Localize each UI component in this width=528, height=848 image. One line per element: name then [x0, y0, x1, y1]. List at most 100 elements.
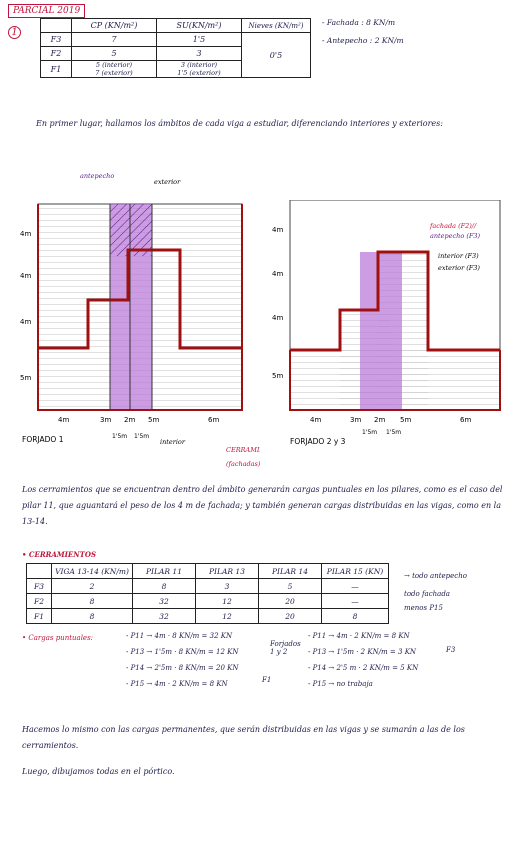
- forjados-tag: Forjados 1 y 2: [270, 640, 301, 656]
- table-header: PILAR 15 (KN): [321, 563, 389, 579]
- row-name: F1: [26, 608, 52, 624]
- exterior-label: exterior (F3): [438, 264, 480, 272]
- antepecho-label: antepecho: [80, 172, 114, 180]
- width-label: 5m: [148, 416, 159, 424]
- cell: 2: [51, 578, 133, 594]
- sub-width-label: 1'5m: [134, 433, 149, 440]
- list-item: - P14 → 2'5m · 8 KN/m = 20 KN: [126, 664, 239, 672]
- sub-width-label: 1'5m: [386, 429, 401, 436]
- forjado-2-3-diagram: 4m 4m 4m 5m 4m 3m 2m 5m 6m 1'5m 1'5m fac…: [272, 200, 501, 446]
- width-label: 3m: [100, 416, 111, 424]
- row-note: todo fachada: [404, 590, 450, 598]
- table-header: SU(KN/m²): [156, 18, 242, 33]
- height-label: 4m: [20, 272, 31, 280]
- cell: 1'5: [156, 32, 242, 47]
- cell: 8: [51, 593, 133, 609]
- forjado-2-3-title: FORJADO 2 y 3: [290, 437, 346, 446]
- list-item: - P11 → 4m · 2 KN/m = 8 KN: [308, 632, 410, 640]
- sub-width-label: 1'5m: [362, 429, 377, 436]
- table-header-row: CP (KN/m²) SU(KN/m²) Nieves (KN/m²): [40, 18, 311, 33]
- list-item: - P15 → 4m · 2 KN/m = 8 KN: [126, 680, 228, 688]
- cell: 3: [156, 46, 242, 61]
- cell: 32: [132, 593, 196, 609]
- puntuales-label: • Cargas puntuales:: [22, 634, 94, 642]
- table-header: PILAR 14: [258, 563, 322, 579]
- row-name: F3: [40, 32, 72, 47]
- list-item: - P15 → no trabaja: [308, 680, 373, 688]
- forjado-1-title: FORJADO 1: [22, 435, 64, 444]
- row-note: menos P15: [404, 604, 443, 612]
- cell: —: [321, 593, 389, 609]
- paragraph-cerramientos: Los cerramientos que se encuentran dentr…: [22, 485, 503, 526]
- cell: 20: [258, 608, 322, 624]
- f3-tag: F3: [446, 646, 456, 654]
- cell: 32: [132, 608, 196, 624]
- list-item: - P13 → 1'5m · 8 KN/m = 12 KN: [126, 648, 239, 656]
- list-item: - P13 → 1'5m · 2 KN/m = 3 KN: [308, 648, 417, 656]
- height-label: 4m: [272, 314, 283, 322]
- cell: 20: [258, 593, 322, 609]
- row-name: F1: [40, 60, 72, 78]
- interior-label: interior (F3): [438, 252, 479, 260]
- table-header: [40, 18, 72, 33]
- list-item: - P11 → 4m · 8 KN/m = 32 KN: [126, 632, 233, 640]
- cell: 7: [71, 32, 157, 47]
- height-label: 4m: [20, 318, 31, 326]
- cell-nieve: 0'5: [241, 32, 311, 78]
- fachada-load: - Fachada : 8 KN/m: [322, 18, 396, 27]
- width-label: 2m: [124, 416, 135, 424]
- table-header-row: VIGA 13-14 (KN/m) PILAR 11 PILAR 13 PILA…: [26, 563, 389, 579]
- cerramiento-label: CERRAMIENTO: [226, 446, 260, 454]
- cerramientos-caption: • CERRAMIENTOS: [22, 550, 97, 559]
- cerramientos-table: VIGA 13-14 (KN/m) PILAR 11 PILAR 13 PILA…: [26, 563, 389, 624]
- width-label: 2m: [374, 416, 385, 424]
- cell: 8: [321, 608, 389, 624]
- table-row: F3 2 8 3 5 —: [26, 578, 389, 594]
- cell: 12: [195, 608, 259, 624]
- width-label: 3m: [350, 416, 361, 424]
- cell: 3: [195, 578, 259, 594]
- table-header: PILAR 11: [132, 563, 196, 579]
- table-header: Nieves (KN/m²): [241, 18, 311, 33]
- height-label: 4m: [272, 226, 283, 234]
- table-row: F2 8 32 12 20 —: [26, 593, 389, 609]
- width-label: 4m: [58, 416, 69, 424]
- table-header: [26, 563, 52, 579]
- width-label: 5m: [400, 416, 411, 424]
- cell: 5 (interior) 7 (exterior): [71, 60, 157, 78]
- table-row: F3 7 1'5 0'5: [40, 32, 311, 78]
- loads-table: CP (KN/m²) SU(KN/m²) Nieves (KN/m²) F3 7…: [40, 18, 311, 78]
- cell: 12: [195, 593, 259, 609]
- fachadas-label: (fachadas): [226, 460, 260, 468]
- row-name: F2: [26, 593, 52, 609]
- list-item: - P14 → 2'5 m · 2 KN/m = 5 KN: [308, 664, 419, 672]
- f1-tag: F1: [262, 676, 272, 684]
- cell: 5: [258, 578, 322, 594]
- height-label: 4m: [20, 230, 31, 238]
- interior-label: interior: [160, 438, 186, 446]
- puntuales-left-list: - P11 → 4m · 8 KN/m = 32 KN - P13 → 1'5m…: [126, 628, 239, 692]
- exercise-number: 1: [8, 26, 21, 39]
- paragraph-portico: Luego, dibujamos todas en el pórtico.: [22, 767, 175, 776]
- antepecho-label: antepecho (F3): [430, 232, 481, 240]
- cell: 3 (interior) 1'5 (exterior): [156, 60, 242, 78]
- row-name: F3: [26, 578, 52, 594]
- row-note: → todo antepecho: [404, 572, 467, 580]
- table-row: F1 8 32 12 20 8: [26, 608, 389, 624]
- cell: 8: [132, 578, 196, 594]
- width-label: 6m: [460, 416, 471, 424]
- paragraph-permanentes: Hacemos lo mismo con las cargas permanen…: [22, 725, 465, 750]
- table-row: F1 5 (interior) 7 (exterior) 3 (interior…: [40, 60, 311, 78]
- height-label: 5m: [272, 372, 283, 380]
- exam-title: PARCIAL 2019: [8, 4, 86, 18]
- table-header: PILAR 13: [195, 563, 259, 579]
- cell: 8: [51, 608, 133, 624]
- sub-width-label: 1'5m: [112, 433, 127, 440]
- width-label: 4m: [310, 416, 321, 424]
- fachada-label: fachada (F2)//: [429, 222, 477, 230]
- row-name: F2: [40, 46, 72, 61]
- forjado-1-diagram: 4m 4m 4m 5m 4m 3m 2m 5m 6m 1'5m 1'5m ant…: [20, 172, 260, 468]
- height-label: 5m: [20, 374, 31, 382]
- exterior-label: exterior: [154, 178, 181, 186]
- table-row: F2 5 3: [40, 46, 311, 61]
